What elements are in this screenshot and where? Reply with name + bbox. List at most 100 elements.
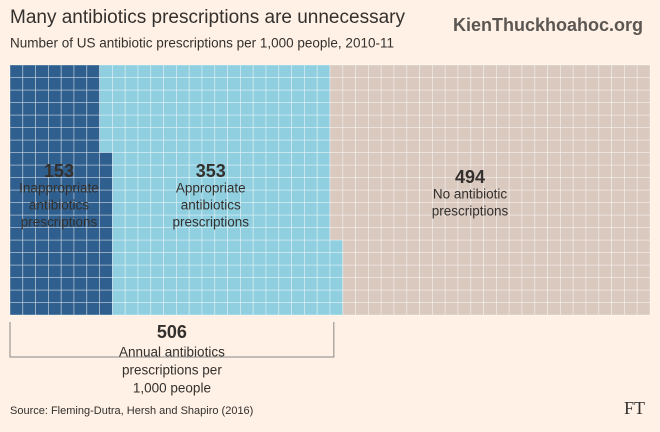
cell: [431, 264, 446, 278]
cell: [99, 239, 113, 253]
cell: [572, 189, 587, 203]
cell: [457, 252, 472, 266]
cell: [99, 202, 113, 216]
cell: [342, 277, 356, 291]
cell: [470, 289, 484, 303]
cell: [316, 214, 331, 228]
cell: [598, 264, 612, 278]
cell: [585, 214, 600, 228]
cell: [9, 77, 24, 91]
cell: [9, 139, 24, 153]
cell: [419, 114, 433, 128]
cell: [278, 77, 292, 91]
cell: [521, 64, 536, 78]
cell: [508, 77, 523, 91]
cell: [636, 102, 651, 116]
cell: [48, 139, 62, 153]
cell: [495, 227, 510, 241]
cell: [380, 289, 395, 303]
cell: [201, 139, 216, 153]
cell: [534, 89, 548, 103]
cell: [355, 227, 369, 241]
cell: [227, 164, 241, 178]
cell: [521, 252, 536, 266]
cell: [239, 264, 254, 278]
cell: [393, 64, 408, 78]
cell: [278, 227, 292, 241]
cell: [367, 127, 382, 141]
cell: [342, 102, 356, 116]
cell: [431, 77, 446, 91]
cell: [406, 202, 420, 216]
cell: [252, 189, 267, 203]
cell: [560, 164, 574, 178]
cell: [48, 127, 62, 141]
cell: [303, 289, 318, 303]
cell: [150, 127, 165, 141]
cell: [406, 227, 420, 241]
cell: [624, 189, 638, 203]
cell: [457, 114, 472, 128]
cell: [201, 252, 216, 266]
cell: [521, 277, 536, 291]
cell: [342, 177, 356, 191]
cell: [534, 177, 548, 191]
cell: [636, 264, 651, 278]
cell: [342, 127, 356, 141]
cell: [303, 252, 318, 266]
cell: [124, 239, 139, 253]
cell: [265, 89, 280, 103]
cell: [86, 164, 101, 178]
cell: [470, 252, 484, 266]
cell: [419, 77, 433, 91]
cell: [48, 89, 62, 103]
cell: [508, 102, 523, 116]
cell: [393, 214, 408, 228]
cell: [252, 102, 267, 116]
cell: [188, 89, 203, 103]
cell: [124, 152, 139, 166]
cell: [355, 202, 369, 216]
cell: [547, 189, 561, 203]
cell: [457, 127, 472, 141]
cell: [291, 89, 305, 103]
cell: [73, 289, 88, 303]
cell: [470, 127, 484, 141]
cell: [22, 127, 36, 141]
cell: [508, 227, 523, 241]
cell: [355, 127, 369, 141]
cell: [86, 277, 101, 291]
cell: [495, 302, 510, 316]
segment-label: antibiotics: [181, 198, 241, 213]
cell: [624, 227, 638, 241]
cell: [239, 289, 254, 303]
segment-value: 494: [455, 167, 485, 187]
cell: [112, 189, 126, 203]
cell: [547, 177, 561, 191]
cell: [470, 227, 484, 241]
cell: [367, 252, 382, 266]
cell: [367, 202, 382, 216]
cell: [585, 127, 600, 141]
cell: [214, 102, 229, 116]
cell: [534, 302, 548, 316]
cell: [624, 214, 638, 228]
cell: [175, 114, 190, 128]
cell: [9, 302, 24, 316]
cell: [355, 239, 369, 253]
cell: [291, 114, 305, 128]
cell: [22, 239, 36, 253]
cell: [508, 189, 523, 203]
cell: [60, 64, 75, 78]
cell: [175, 264, 190, 278]
cell: [73, 64, 88, 78]
cell: [73, 139, 88, 153]
cell: [265, 277, 280, 291]
cell: [521, 102, 536, 116]
cell: [252, 227, 267, 241]
cell: [444, 77, 459, 91]
cell: [419, 89, 433, 103]
cell: [419, 214, 433, 228]
cell: [380, 64, 395, 78]
cell: [406, 177, 420, 191]
